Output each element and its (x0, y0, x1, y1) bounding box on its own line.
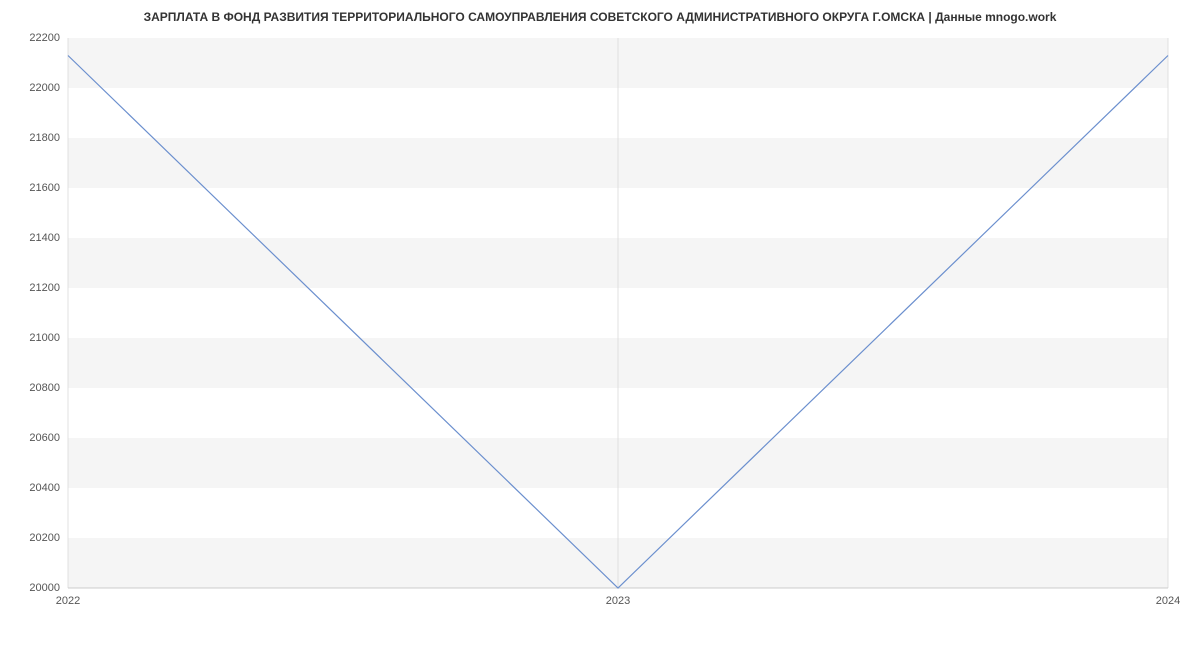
y-tick-label: 20200 (10, 532, 60, 544)
y-tick-label: 20000 (10, 582, 60, 594)
y-tick-label: 21200 (10, 282, 60, 294)
y-tick-label: 20600 (10, 432, 60, 444)
chart-svg (68, 38, 1168, 588)
y-tick-label: 22200 (10, 32, 60, 44)
x-tick-label: 2024 (1156, 595, 1180, 607)
plot-area (68, 38, 1168, 588)
y-tick-label: 21800 (10, 132, 60, 144)
y-tick-label: 21600 (10, 182, 60, 194)
salary-chart: ЗАРПЛАТА В ФОНД РАЗВИТИЯ ТЕРРИТОРИАЛЬНОГ… (0, 0, 1200, 650)
y-tick-label: 21400 (10, 232, 60, 244)
chart-title: ЗАРПЛАТА В ФОНД РАЗВИТИЯ ТЕРРИТОРИАЛЬНОГ… (0, 10, 1200, 24)
x-tick-label: 2022 (56, 595, 80, 607)
x-tick-label: 2023 (606, 595, 630, 607)
y-tick-label: 22000 (10, 82, 60, 94)
y-tick-label: 20800 (10, 382, 60, 394)
y-tick-label: 21000 (10, 332, 60, 344)
y-tick-label: 20400 (10, 482, 60, 494)
